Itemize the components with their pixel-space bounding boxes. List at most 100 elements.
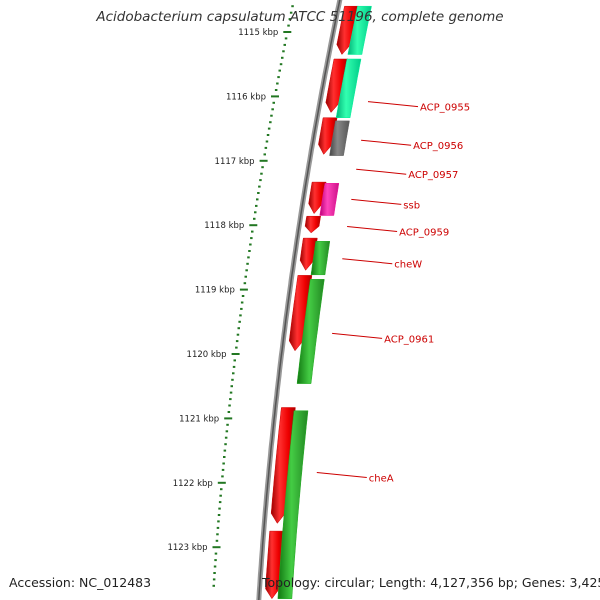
- major-tick: [231, 353, 240, 355]
- minor-tick: [277, 76, 280, 79]
- minor-tick: [214, 552, 218, 555]
- forward-gene-arrow: [304, 215, 322, 234]
- minor-tick: [212, 584, 215, 587]
- minor-tick: [239, 314, 242, 317]
- minor-tick: [243, 282, 247, 285]
- minor-tick: [258, 185, 261, 188]
- minor-tick: [291, 5, 294, 8]
- minor-tick: [257, 192, 260, 194]
- ruler-label: 1120 kbp: [187, 350, 227, 360]
- minor-tick: [232, 372, 235, 375]
- genome-backbone: [256, 0, 343, 600]
- label-leader-line: [351, 198, 402, 205]
- minor-tick: [224, 436, 228, 439]
- ruler-label: 1122 kbp: [173, 479, 213, 489]
- minor-tick: [235, 346, 238, 349]
- minor-tick: [264, 146, 268, 149]
- green_gene-gene-block: [310, 241, 331, 276]
- major-tick: [239, 288, 248, 291]
- minor-tick: [240, 307, 243, 310]
- minor-tick: [216, 526, 220, 529]
- minor-tick: [255, 204, 258, 207]
- label-leader-line: [367, 101, 419, 108]
- pseudo-gene-block: [329, 120, 350, 156]
- minor-tick: [247, 256, 250, 259]
- minor-tick: [235, 340, 239, 343]
- minor-tick: [222, 462, 225, 465]
- minor-tick: [251, 230, 254, 233]
- gene-label: ACP_0956: [413, 141, 463, 152]
- minor-tick: [213, 565, 217, 568]
- major-tick: [212, 546, 221, 549]
- minor-tick: [266, 134, 270, 136]
- minor-tick: [259, 179, 262, 182]
- major-tick: [217, 481, 226, 484]
- accession-text: Accession: NC_012483: [9, 575, 152, 590]
- minor-tick: [218, 501, 222, 504]
- minor-tick: [246, 262, 249, 265]
- minor-tick: [225, 430, 229, 433]
- minor-tick: [216, 533, 219, 536]
- minor-tick: [236, 333, 240, 336]
- minor-tick: [219, 494, 222, 497]
- minor-tick: [284, 37, 288, 40]
- label-leader-line: [342, 258, 393, 265]
- minor-tick: [229, 391, 233, 394]
- major-tick: [283, 31, 292, 33]
- minor-tick: [226, 423, 229, 426]
- minor-tick: [267, 127, 271, 130]
- ruler-label: 1117 kbp: [215, 157, 255, 167]
- minor-tick: [281, 56, 284, 59]
- minor-tick: [215, 539, 219, 542]
- minor-tick: [288, 18, 292, 21]
- minor-tick: [217, 514, 221, 516]
- backbone-edge: [258, 0, 341, 600]
- minor-tick: [212, 578, 216, 581]
- minor-tick: [228, 404, 231, 407]
- minor-tick: [223, 456, 226, 458]
- minor-tick: [271, 108, 274, 111]
- minor-tick: [232, 365, 236, 368]
- minor-tick: [233, 359, 236, 362]
- gene-label: ssb: [403, 200, 420, 211]
- label-leader-line: [316, 472, 367, 478]
- minor-tick: [244, 275, 247, 278]
- minor-tick: [283, 43, 286, 46]
- minor-tick: [254, 211, 257, 214]
- label-leader-line: [361, 139, 412, 146]
- minor-tick: [279, 63, 283, 66]
- minor-tick: [221, 475, 224, 478]
- minor-tick: [241, 295, 245, 297]
- major-tick: [271, 95, 279, 98]
- minor-tick: [253, 217, 256, 220]
- minor-tick: [238, 320, 241, 323]
- ruler-label: 1123 kbp: [167, 543, 207, 553]
- label-leader-line: [347, 226, 398, 232]
- major-tick: [249, 224, 258, 227]
- ssb-gene-block: [319, 183, 340, 216]
- gene-label: cheW: [394, 260, 422, 271]
- minor-tick: [282, 50, 285, 53]
- minor-tick: [213, 572, 216, 574]
- minor-tick: [274, 89, 278, 91]
- minor-tick: [224, 443, 227, 446]
- minor-tick: [276, 82, 279, 85]
- label-leader-line: [332, 332, 383, 339]
- minor-tick: [240, 301, 244, 304]
- minor-tick: [272, 101, 275, 104]
- minor-tick: [261, 166, 264, 169]
- ruler-label: 1118 kbp: [204, 221, 244, 231]
- minor-tick: [221, 468, 225, 471]
- gene-label: cheA: [369, 474, 394, 485]
- rrna_like-gene-block: [347, 5, 372, 55]
- minor-tick: [229, 398, 232, 401]
- major-tick: [224, 417, 233, 420]
- gene-label: ACP_0961: [384, 334, 434, 345]
- minor-tick: [220, 488, 223, 491]
- minor-tick: [263, 153, 266, 156]
- minor-tick: [270, 114, 273, 117]
- minor-tick: [269, 121, 272, 124]
- minor-tick: [214, 559, 217, 562]
- gene-label: ACP_0959: [399, 228, 449, 239]
